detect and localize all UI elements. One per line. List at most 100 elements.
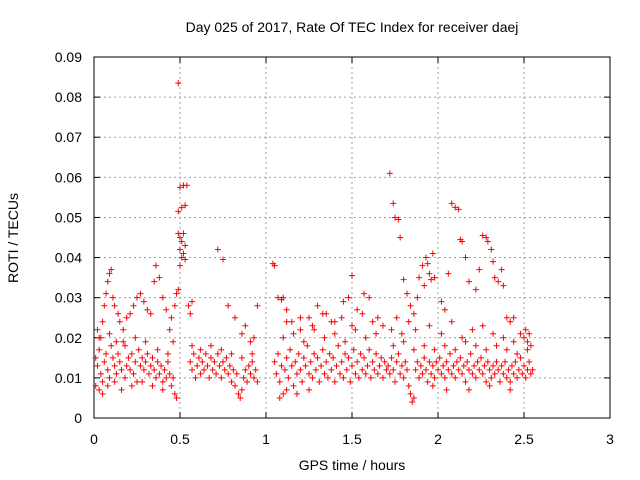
data-point — [159, 378, 166, 385]
data-point — [357, 350, 364, 357]
data-point — [510, 314, 517, 321]
data-point — [431, 346, 438, 353]
data-point — [106, 374, 113, 381]
data-point — [428, 370, 435, 377]
data-point — [422, 254, 429, 261]
data-point — [175, 286, 182, 293]
data-point — [182, 202, 189, 209]
data-point — [517, 354, 524, 361]
data-point — [364, 362, 371, 369]
data-point — [187, 310, 194, 317]
data-point — [109, 354, 116, 361]
data-point — [428, 276, 435, 283]
data-point — [197, 346, 204, 353]
data-point — [247, 370, 254, 377]
data-point — [510, 370, 517, 377]
data-point — [343, 366, 350, 373]
data-point — [412, 326, 419, 333]
data-point — [462, 378, 469, 385]
data-point — [452, 204, 459, 211]
data-point — [94, 326, 101, 333]
data-point — [106, 270, 113, 277]
data-point — [103, 350, 110, 357]
data-point — [503, 314, 510, 321]
data-point — [407, 390, 414, 397]
data-point — [476, 266, 483, 273]
data-point — [354, 306, 361, 313]
data-point — [445, 270, 452, 277]
data-point — [175, 230, 182, 237]
data-point — [230, 366, 237, 373]
data-point — [213, 370, 220, 377]
data-point — [99, 390, 106, 397]
data-point — [171, 302, 178, 309]
data-point — [429, 382, 436, 389]
data-point — [297, 314, 304, 321]
data-point — [495, 366, 502, 373]
data-point — [464, 358, 471, 365]
data-point — [280, 294, 287, 301]
data-point — [228, 378, 235, 385]
data-point — [459, 238, 466, 245]
data-point — [173, 394, 180, 401]
data-point — [419, 370, 426, 377]
data-point — [159, 294, 166, 301]
data-point — [96, 386, 103, 393]
chart-title: Day 025 of 2017, Rate Of TEC Index for r… — [186, 19, 519, 35]
data-point — [395, 216, 402, 223]
data-point — [177, 234, 183, 241]
data-point — [173, 290, 180, 297]
data-point — [307, 358, 314, 365]
data-point — [293, 370, 300, 377]
data-point — [366, 294, 373, 301]
data-point — [443, 386, 450, 393]
data-point — [280, 334, 287, 341]
data-point — [189, 298, 196, 305]
axis-ticks: 0 0.5 1 1.5 2 2.5 3 0 0.01 0.02 0.03 0.04 0.05 0.06 0.… — [55, 49, 614, 447]
data-point — [404, 366, 411, 373]
data-point — [474, 358, 481, 365]
data-point — [416, 374, 423, 381]
data-point — [99, 318, 106, 325]
data-point — [359, 366, 366, 373]
data-point — [374, 314, 381, 321]
data-point — [242, 322, 249, 329]
data-point — [302, 362, 309, 369]
data-point — [476, 366, 483, 373]
data-point — [283, 306, 290, 313]
data-point — [507, 386, 514, 393]
y-tick-label: 0.06 — [55, 169, 82, 185]
data-point — [283, 354, 290, 361]
data-point — [469, 370, 476, 377]
data-point — [121, 374, 128, 381]
data-point — [168, 382, 175, 389]
data-point — [331, 378, 338, 385]
data-point — [166, 326, 173, 333]
data-point — [121, 342, 128, 349]
data-point — [400, 276, 407, 283]
data-point — [104, 382, 111, 389]
data-point — [507, 318, 514, 325]
y-tick-label: 0.01 — [55, 370, 82, 386]
data-point — [314, 302, 321, 309]
data-point — [183, 182, 190, 189]
data-point — [324, 374, 331, 381]
data-point — [244, 378, 251, 385]
data-point — [319, 346, 326, 353]
data-point — [221, 366, 228, 373]
data-point — [96, 346, 103, 353]
data-point — [526, 330, 533, 337]
data-point — [163, 306, 170, 313]
y-tick-label: 0.09 — [55, 49, 82, 65]
data-point — [111, 362, 118, 369]
data-point — [139, 354, 146, 361]
data-point — [398, 330, 405, 337]
data-point — [220, 358, 226, 365]
data-point — [164, 350, 171, 357]
data-point — [178, 238, 185, 245]
data-point — [472, 374, 479, 381]
data-point — [529, 366, 536, 373]
data-point — [500, 334, 507, 341]
data-point — [503, 346, 510, 353]
